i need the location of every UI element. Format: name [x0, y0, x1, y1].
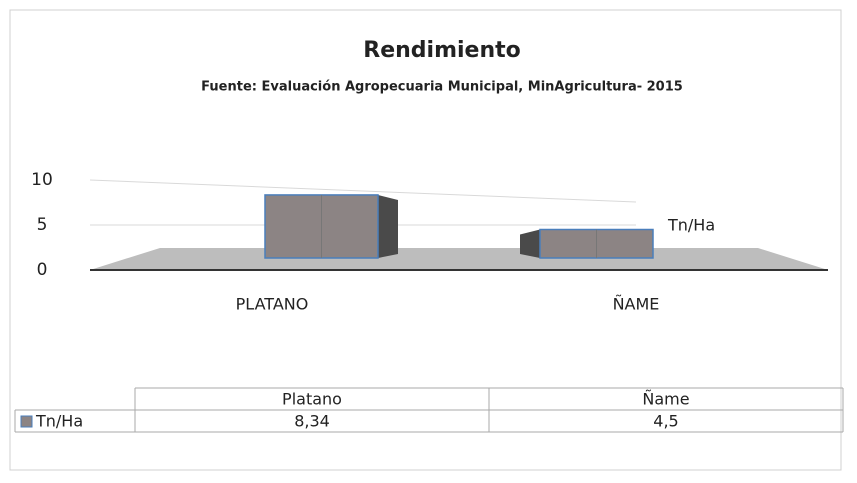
chart-frame: [9, 9, 842, 471]
x-tick-label: ÑAME: [613, 295, 660, 314]
y-tick-label: 10: [31, 170, 53, 190]
table-value: 8,34: [294, 412, 330, 431]
y-tick-label: 0: [37, 260, 48, 280]
table-header: Ñame: [642, 390, 689, 409]
y-tick-label: 5: [37, 215, 48, 235]
series-label: Tn/Ha: [667, 216, 715, 235]
chart-subtitle: Fuente: Evaluación Agropecuaria Municipa…: [201, 80, 683, 95]
legend-label: Tn/Ha: [35, 412, 83, 431]
table-header: Platano: [282, 390, 342, 409]
chart-title: Rendimiento: [363, 38, 521, 63]
floor: [90, 248, 828, 270]
x-tick-label: PLATANO: [236, 295, 309, 314]
data-table: [14, 387, 844, 433]
grid-line: [89, 179, 637, 203]
table-value: 4,5: [653, 412, 678, 431]
bar-side: [520, 229, 540, 258]
legend-swatch: [20, 415, 33, 428]
bar-side: [378, 194, 398, 258]
